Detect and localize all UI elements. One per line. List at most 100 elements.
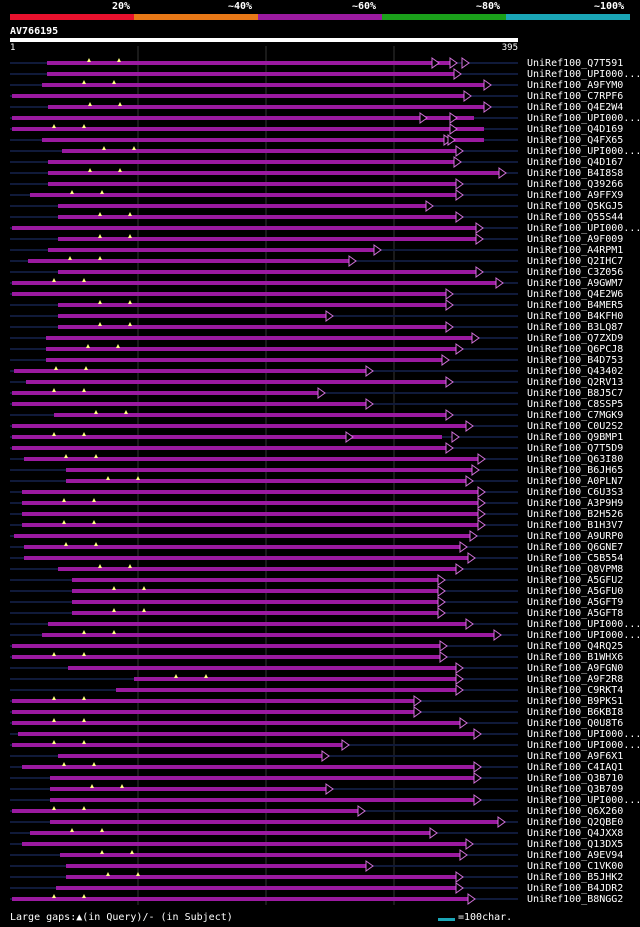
hit-label[interactable]: UniRef100_Q5KGJ5 [527,201,624,212]
hit-end-arrow [459,541,468,553]
scale-legend: =100char. [458,912,513,923]
hit-label[interactable]: UniRef100_Q3B710 [527,773,624,784]
hit-label[interactable]: UniRef100_C8SSP5 [527,399,624,410]
hit-label[interactable]: UniRef100_A9F2R8 [527,674,624,685]
hit-label[interactable]: UniRef100_C6U3S3 [527,487,624,498]
hit-label[interactable]: UniRef100_Q4E2W4 [527,102,624,113]
hit-label[interactable]: UniRef100_Q55S44 [527,212,624,223]
hit-label[interactable]: UniRef100_Q9BMP1 [527,432,624,443]
hit-label[interactable]: UniRef100_Q13DX5 [527,839,624,850]
query-gap-marker [52,740,56,744]
query-gap-marker [62,498,66,502]
hit-label[interactable]: UniRef100_B4MER5 [527,300,624,311]
hit-bar [12,743,342,747]
hit-label[interactable]: UniRef100_UPI000... [527,630,640,641]
query-gap-marker [142,608,146,612]
hit-label[interactable]: UniRef100_C5B554 [527,553,624,564]
hit-bar [68,666,456,670]
hit-bar [28,259,349,263]
hit-label[interactable]: UniRef100_Q6PCJ8 [527,344,624,355]
hit-bar [12,809,358,813]
hit-bar [54,413,446,417]
hit-label[interactable]: UniRef100_Q8VPM8 [527,564,624,575]
hit-end-arrow [465,838,474,850]
legend-label-40: ~40% [228,1,253,12]
hit-label[interactable]: UniRef100_Q7T5D9 [527,443,624,454]
hit-label[interactable]: UniRef100_Q39266 [527,179,624,190]
hit-label[interactable]: UniRef100_Q4FX65 [527,135,624,146]
hit-label[interactable]: UniRef100_Q63I80 [527,454,624,465]
hit-label[interactable]: UniRef100_UPI000... [527,69,640,80]
hit-label[interactable]: UniRef100_C7MGK9 [527,410,624,421]
hit-bar [58,754,322,758]
hit-label[interactable]: UniRef100_Q3B709 [527,784,624,795]
hit-label[interactable]: UniRef100_C9RKT4 [527,685,624,696]
hit-label[interactable]: UniRef100_UPI000... [527,146,640,157]
hit-label[interactable]: UniRef100_A9FYM0 [527,80,624,91]
hit-label[interactable]: UniRef100_B3LQ87 [527,322,624,333]
hit-label[interactable]: UniRef100_B4I8S8 [527,168,624,179]
hit-label[interactable]: UniRef100_B8J5C7 [527,388,624,399]
hit-label[interactable]: UniRef100_B4KFH0 [527,311,624,322]
hit-label[interactable]: UniRef100_Q4JXX8 [527,828,624,839]
hit-label[interactable]: UniRef100_A9EV94 [527,850,624,861]
hit-label[interactable]: UniRef100_B8NGG2 [527,894,624,905]
hit-label[interactable]: UniRef100_Q2QBE0 [527,817,624,828]
hit-label[interactable]: UniRef100_A9F009 [527,234,624,245]
hit-bar [12,699,414,703]
hit-label[interactable]: UniRef100_Q4D169 [527,124,624,135]
hit-label[interactable]: UniRef100_UPI000... [527,795,640,806]
hit-label[interactable]: UniRef100_B5JHK2 [527,872,624,883]
hit-label[interactable]: UniRef100_B2H526 [527,509,624,520]
hit-label[interactable]: UniRef100_C3Z056 [527,267,624,278]
hit-label[interactable]: UniRef100_UPI000... [527,740,640,751]
hit-bar [12,897,468,901]
hit-label[interactable]: UniRef100_Q7T591 [527,58,624,69]
hit-end-arrow [357,805,366,817]
hit-label[interactable]: UniRef100_C4IAQ1 [527,762,624,773]
hit-label[interactable]: UniRef100_A5GFU0 [527,586,624,597]
hit-label[interactable]: UniRef100_C1VK00 [527,861,624,872]
hit-label[interactable]: UniRef100_UPI000... [527,729,640,740]
hit-label[interactable]: UniRef100_Q4E2W6 [527,289,624,300]
hit-label[interactable]: UniRef100_B6KBI8 [527,707,624,718]
hit-label[interactable]: UniRef100_Q2RV13 [527,377,624,388]
hit-bar [22,512,478,516]
hit-label[interactable]: UniRef100_Q6X260 [527,806,624,817]
hit-label[interactable]: UniRef100_A4RPM1 [527,245,624,256]
hit-label[interactable]: UniRef100_A5GFT8 [527,608,624,619]
hit-label[interactable]: UniRef100_A9FGN0 [527,663,624,674]
hit-label[interactable]: UniRef100_A5GFT9 [527,597,624,608]
hit-label[interactable]: UniRef100_B9PKS1 [527,696,624,707]
hit-label[interactable]: UniRef100_UPI000... [527,223,640,234]
query-gap-marker [98,322,102,326]
hit-label[interactable]: UniRef100_A0PLN7 [527,476,624,487]
hit-label[interactable]: UniRef100_UPI000... [527,113,640,124]
hit-label[interactable]: UniRef100_C0U2S2 [527,421,624,432]
hit-label[interactable]: UniRef100_B1H3V7 [527,520,624,531]
identity-legend: 20% ~40% ~60% ~80% ~100% [0,0,640,22]
hit-label[interactable]: UniRef100_B4JDR2 [527,883,624,894]
hit-end-arrow [449,123,458,135]
hit-label[interactable]: UniRef100_Q0U8T6 [527,718,624,729]
hit-label[interactable]: UniRef100_B1WHX6 [527,652,624,663]
hit-label[interactable]: UniRef100_A3P9H9 [527,498,624,509]
hit-end-arrow [437,574,446,586]
hit-label[interactable]: UniRef100_Q2IHC7 [527,256,624,267]
hit-label[interactable]: UniRef100_B6JH65 [527,465,624,476]
hit-label[interactable]: UniRef100_A9URP0 [527,531,624,542]
hit-label[interactable]: UniRef100_C7RPF6 [527,91,624,102]
hit-label[interactable]: UniRef100_Q4RQ25 [527,641,624,652]
hit-bar [12,644,440,648]
hit-label[interactable]: UniRef100_A9F6X1 [527,751,624,762]
hit-label[interactable]: UniRef100_Q6GNE7 [527,542,624,553]
hit-label[interactable]: UniRef100_Q4D167 [527,157,624,168]
hit-label[interactable]: UniRef100_Q43402 [527,366,624,377]
hit-label[interactable]: UniRef100_B4D753 [527,355,624,366]
hit-label[interactable]: UniRef100_A9GWM7 [527,278,624,289]
hit-label[interactable]: UniRef100_Q7ZXD9 [527,333,624,344]
hit-label[interactable]: UniRef100_A5GFU2 [527,575,624,586]
hit-label[interactable]: UniRef100_UPI000... [527,619,640,630]
hit-label[interactable]: UniRef100_A9FFX9 [527,190,624,201]
